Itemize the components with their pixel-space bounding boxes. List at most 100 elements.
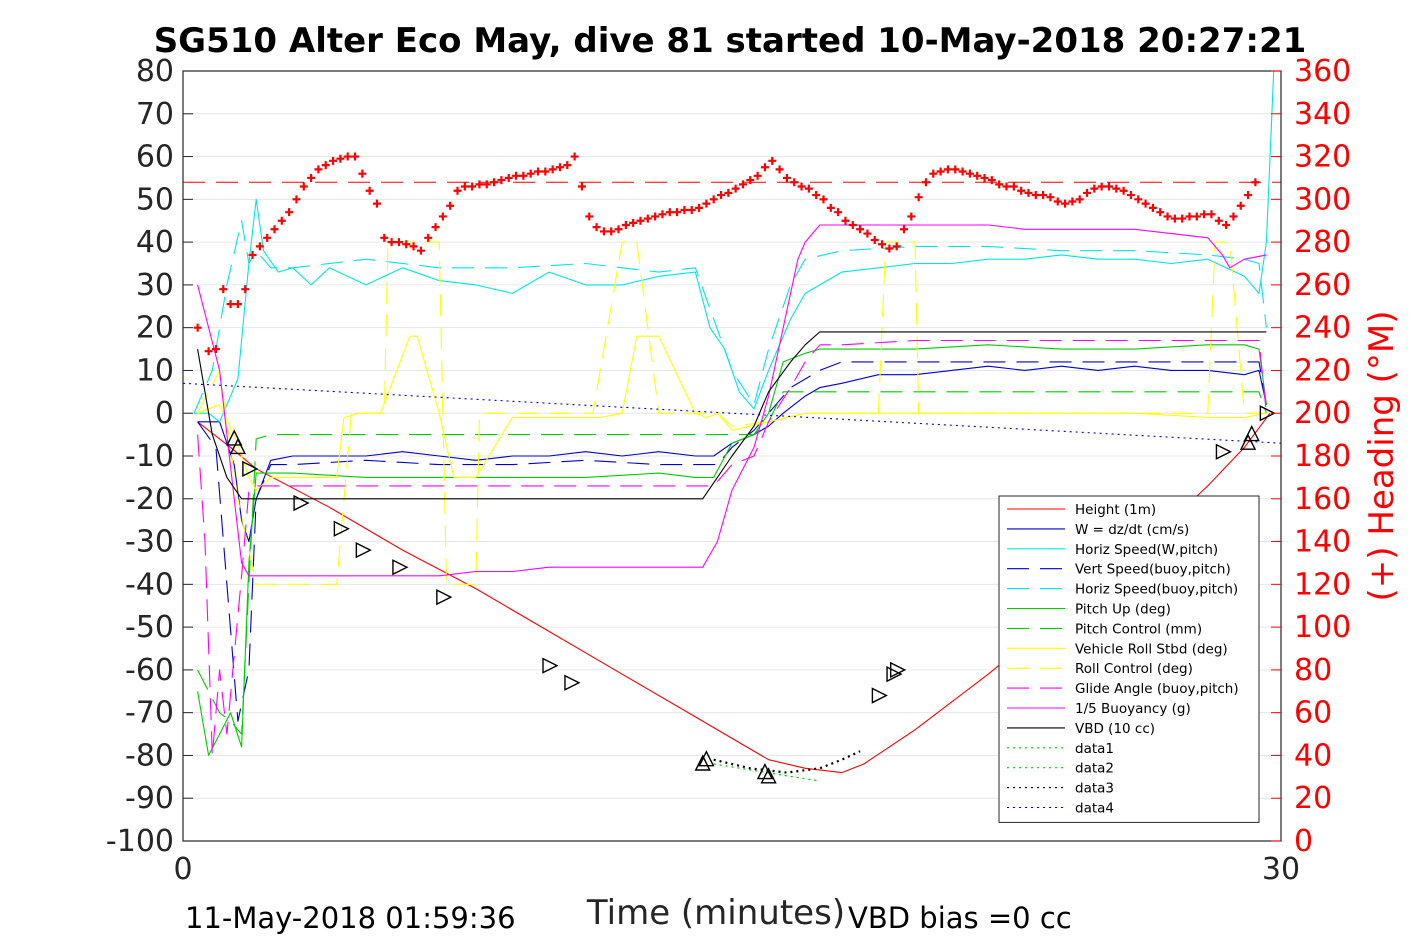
- heading-point: [797, 182, 806, 191]
- heading-point: [1090, 184, 1099, 193]
- heading-point: [973, 171, 982, 180]
- y2-tick-label: 180: [1294, 439, 1351, 474]
- heading-point: [907, 212, 916, 221]
- heading-point: [629, 218, 638, 227]
- legend-entry: Horiz Speed(buoy,pitch): [1075, 582, 1238, 598]
- heading-point: [563, 161, 572, 170]
- heading-point: [1244, 191, 1253, 200]
- heading-point: [555, 163, 564, 172]
- heading-point: [314, 165, 323, 174]
- y2-tick-label: 200: [1294, 396, 1351, 431]
- heading-point: [475, 180, 484, 189]
- triangle-up-marker: [226, 429, 243, 446]
- heading-point: [409, 242, 418, 251]
- triangle-right-marker: [355, 541, 372, 559]
- legend-entry: Vert Speed(buoy,pitch): [1075, 562, 1231, 578]
- heading-point: [248, 250, 257, 259]
- y-tick-label: -60: [125, 653, 174, 688]
- heading-point: [1104, 182, 1113, 191]
- heading-point: [541, 167, 550, 176]
- heading-point: [753, 171, 762, 180]
- heading-point: [621, 221, 630, 229]
- heading-point: [951, 165, 960, 174]
- heading-point: [1178, 214, 1187, 223]
- heading-point: [1163, 212, 1172, 221]
- heading-point: [438, 212, 447, 221]
- y2-tick-label: 140: [1294, 525, 1351, 560]
- legend-entry: VBD (10 cc): [1075, 721, 1155, 737]
- heading-point: [233, 300, 242, 309]
- heading-point: [585, 212, 594, 221]
- y2-tick-label: 60: [1294, 696, 1332, 731]
- heading-point: [841, 216, 850, 225]
- heading-point: [1031, 191, 1040, 200]
- heading-point: [241, 285, 250, 294]
- triangle-right-marker: [1259, 405, 1276, 422]
- heading-point: [599, 227, 608, 236]
- heading-point: [936, 167, 945, 176]
- y2-tick-label: 320: [1294, 140, 1351, 175]
- heading-point: [1119, 186, 1128, 195]
- heading-point: [987, 176, 996, 185]
- triangle-right-marker: [1215, 443, 1233, 460]
- y2-tick-label: 80: [1294, 653, 1332, 688]
- y-tick-label: -80: [125, 738, 174, 773]
- series-line-14: [713, 750, 861, 774]
- triangle-right-marker: [890, 661, 907, 679]
- series-line-3: [197, 361, 1267, 722]
- y-tick-label: -20: [125, 482, 174, 517]
- heading-point: [856, 225, 865, 234]
- footer-vbd-bias: VBD bias =0 cc: [848, 901, 1072, 935]
- heading-point: [534, 167, 543, 176]
- heading-point: [1236, 201, 1245, 210]
- heading-point: [387, 238, 396, 247]
- y2-tick-label: 120: [1294, 567, 1351, 602]
- heading-point: [848, 221, 857, 229]
- y-tick-label: -30: [125, 525, 174, 560]
- right-y-axis: 3603403203002802602402202001801601401201…: [1271, 54, 1351, 859]
- heading-point: [695, 203, 704, 212]
- heading-point: [1156, 208, 1165, 217]
- heading-point: [658, 210, 667, 219]
- heading-point: [372, 199, 381, 208]
- heading-point: [299, 182, 308, 191]
- heading-point: [892, 242, 901, 251]
- series-line-10: [197, 224, 1267, 577]
- triangle-right-marker: [333, 520, 350, 537]
- heading-point: [1134, 195, 1143, 204]
- y-tick-label: 10: [136, 353, 174, 388]
- heading-point: [358, 169, 367, 178]
- heading-point: [1068, 197, 1077, 206]
- legend-entry: Horiz Speed(W,pitch): [1075, 542, 1218, 558]
- heading-point: [263, 233, 272, 242]
- series-line-6: [197, 391, 1267, 735]
- y-tick-label: 40: [136, 225, 174, 260]
- y-tick-label: -10: [125, 439, 174, 474]
- triangle-right-marker: [436, 589, 453, 606]
- heading-point: [1053, 197, 1062, 206]
- y2-tick-label: 160: [1294, 482, 1351, 517]
- triangle-right-marker: [871, 687, 888, 704]
- y2-tick-label: 280: [1294, 225, 1351, 260]
- heading-point: [226, 300, 235, 309]
- y2-tick-label: 300: [1294, 182, 1351, 217]
- heading-point: [270, 225, 279, 234]
- y-tick-label: 50: [136, 182, 174, 217]
- heading-point: [490, 178, 499, 187]
- y-tick-label: 80: [136, 54, 174, 89]
- heading-point: [943, 165, 952, 174]
- heading-point: [1192, 212, 1201, 221]
- triangle-up-marker: [694, 754, 711, 771]
- x-axis: 0 30: [173, 831, 1300, 887]
- heading-point: [687, 206, 696, 215]
- heading-point: [402, 240, 411, 249]
- legend-entry: Glide Angle (buoy,pitch): [1075, 681, 1239, 697]
- heading-point: [307, 173, 316, 182]
- heading-point: [738, 180, 747, 189]
- heading-point: [1251, 178, 1260, 187]
- legend-entry: Vehicle Roll Stbd (deg): [1075, 641, 1228, 657]
- heading-point: [826, 203, 835, 212]
- heading-point: [1126, 191, 1135, 200]
- series-line-4: [193, 220, 1267, 414]
